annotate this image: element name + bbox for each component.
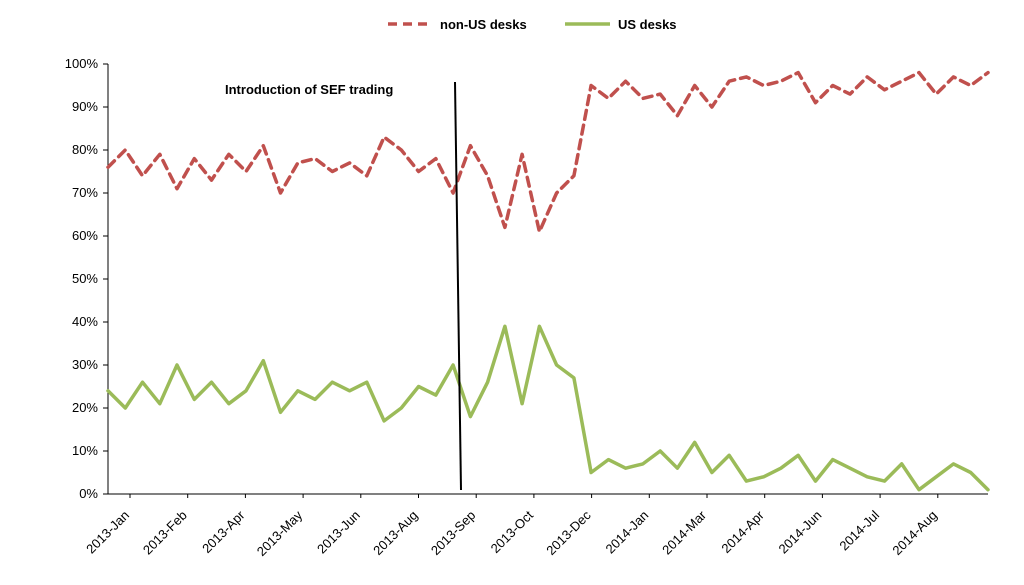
x-tick-label: 2013-May [254,507,306,559]
legend-label-non-us: non-US desks [440,17,527,32]
x-tick-label: 2013-Feb [140,508,190,558]
x-tick-label: 2014-Apr [718,507,767,556]
y-tick-label: 40% [72,314,98,329]
y-tick-label: 70% [72,185,98,200]
y-tick-label: 30% [72,357,98,372]
annotation-layer: Introduction of SEF trading [225,81,462,491]
x-tick-label: 2014-Mar [659,507,709,557]
y-tick-label: 60% [72,228,98,243]
legend-label-us: US desks [618,17,677,32]
y-tick-label: 50% [72,271,98,286]
x-tick-label: 2013-Jan [83,508,132,557]
chart-legend: non-US desks US desks [388,17,677,32]
x-tick-label: 2014-Aug [889,508,939,558]
y-tick-label: 100% [65,56,99,71]
non-us-desks-line [106,70,990,234]
x-tick-label: 2014-Jun [776,508,825,557]
x-tick-label: 2013-Jun [314,508,363,557]
us-desks-line [106,324,990,492]
y-tick-label: 90% [72,99,98,114]
x-tick-label: 2013-Apr [199,507,248,556]
x-tick-label: 2014-Jan [602,508,651,557]
y-tick-label: 80% [72,142,98,157]
y-axis: 0% 10% 20% 30% 40% 50% 60% 70% 80% 90% 100% [65,56,109,501]
x-tick-label: 2013-Dec [543,507,594,558]
x-tick-label: 2013-Sep [428,508,478,558]
x-tick-label: 2013-Aug [370,508,420,558]
x-axis: 2013-Jan 2013-Feb 2013-Apr 2013-May 2013-Jun… [83,493,988,559]
series-layer [106,70,990,492]
x-tick-label: 2013-Oct [488,507,537,556]
y-tick-label: 10% [72,443,98,458]
y-tick-label: 20% [72,400,98,415]
y-tick-label: 0% [79,486,98,501]
sef-introduction-label: Introduction of SEF trading [225,82,393,97]
sef-introduction-line [454,81,462,491]
x-tick-label: 2014-Jul [836,507,882,553]
